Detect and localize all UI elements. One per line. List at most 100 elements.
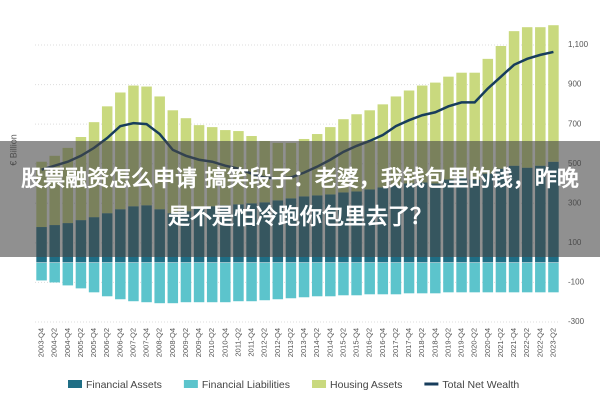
x-tick-label: 2014-Q4 — [325, 328, 334, 357]
x-tick-label: 2020-Q2 — [470, 328, 479, 357]
bar — [128, 262, 139, 302]
x-tick-label: 2013-Q2 — [286, 328, 295, 357]
x-tick-label: 2014-Q2 — [312, 328, 321, 357]
bar — [364, 262, 375, 295]
bar — [495, 45, 507, 169]
bar — [141, 262, 152, 303]
bar — [521, 262, 533, 293]
bar — [298, 262, 310, 298]
bar — [311, 262, 323, 297]
bar — [416, 262, 428, 294]
legend-label: Total Net Wealth — [442, 379, 519, 391]
bar — [272, 262, 284, 300]
bar — [377, 262, 389, 295]
legend-swatch — [183, 380, 198, 388]
overlay-banner: 股票融资怎么申请 搞笑段子：老婆，我钱包里的钱，昨晚是不是怕冷跑你包里去了？ — [0, 141, 600, 257]
bar — [390, 262, 402, 295]
x-tick-label: 2008-Q2 — [155, 328, 164, 357]
bar — [508, 262, 520, 293]
bar — [443, 76, 454, 180]
x-tick-label: 2015-Q4 — [352, 328, 361, 357]
bar — [75, 262, 87, 289]
bar — [535, 27, 546, 166]
x-tick-label: 2016-Q4 — [378, 328, 387, 357]
bar — [456, 262, 467, 293]
x-tick-label: 2016-Q2 — [365, 328, 374, 357]
bar — [88, 262, 100, 293]
bar — [416, 85, 428, 183]
x-tick-label: 2009-Q2 — [181, 328, 190, 357]
x-tick-label: 2022-Q2 — [522, 328, 531, 357]
x-tick-label: 2007-Q4 — [142, 328, 151, 357]
bar — [325, 262, 336, 297]
x-tick-label: 2021-Q4 — [509, 328, 518, 357]
x-tick-label: 2005-Q4 — [89, 328, 98, 357]
bar — [193, 262, 205, 303]
bar — [456, 72, 467, 178]
bar — [62, 262, 74, 286]
x-tick-label: 2007-Q2 — [128, 328, 137, 357]
bar — [49, 262, 60, 283]
legend-swatch — [68, 380, 82, 388]
x-tick-label: 2019-Q2 — [443, 328, 452, 357]
x-tick-label: 2010-Q2 — [207, 328, 216, 357]
legend-label: Financial Assets — [86, 379, 162, 391]
x-tick-label: 2021-Q2 — [496, 328, 505, 357]
x-tick-label: 2013-Q4 — [299, 328, 308, 357]
x-tick-label: 2008-Q4 — [168, 328, 177, 357]
bar — [482, 262, 494, 293]
bar — [180, 262, 192, 303]
legend-label: Financial Liabilities — [202, 379, 290, 391]
y-tick-label: 700 — [568, 119, 582, 128]
bar — [430, 262, 441, 294]
bar — [508, 31, 520, 166]
legend-label: Housing Assets — [330, 379, 402, 391]
x-tick-label: 2006-Q2 — [102, 328, 111, 357]
y-tick-label: 1,100 — [568, 40, 589, 49]
y-tick-label: 900 — [568, 80, 582, 89]
x-tick-label: 2012-Q2 — [260, 328, 269, 357]
bar — [482, 58, 494, 174]
x-tick-label: 2003-Q4 — [37, 328, 46, 357]
bar — [220, 262, 231, 303]
bar — [36, 262, 47, 281]
y-tick-label: -300 — [568, 317, 585, 326]
x-tick-label: 2018-Q2 — [417, 328, 426, 357]
bar — [246, 262, 257, 302]
bar — [469, 262, 480, 293]
bar — [495, 262, 507, 293]
bar — [338, 262, 349, 296]
x-tick-label: 2018-Q4 — [430, 328, 439, 357]
bar — [351, 262, 362, 296]
bar — [521, 27, 533, 168]
x-tick-label: 2012-Q4 — [273, 328, 282, 357]
bar — [115, 262, 126, 300]
x-tick-label: 2020-Q4 — [483, 328, 492, 357]
y-tick-label: -100 — [568, 278, 585, 287]
bar — [443, 262, 454, 293]
bar — [548, 262, 559, 293]
bar — [259, 262, 270, 301]
bar — [535, 262, 546, 293]
bar — [403, 262, 415, 294]
bar — [469, 72, 480, 180]
x-tick-label: 2023-Q2 — [548, 328, 557, 357]
overlay-text: 股票融资怎么申请 搞笑段子：老婆，我钱包里的钱，昨晚是不是怕冷跑你包里去了？ — [21, 167, 579, 230]
bar — [390, 96, 402, 186]
bar — [233, 262, 244, 302]
bar — [548, 25, 559, 162]
legend-swatch — [312, 380, 327, 388]
x-tick-label: 2017-Q4 — [404, 328, 413, 357]
x-tick-label: 2015-Q2 — [338, 328, 347, 357]
bar — [285, 262, 297, 299]
x-tick-label: 2005-Q2 — [76, 328, 85, 357]
x-tick-label: 2011-Q4 — [247, 328, 256, 357]
bar — [206, 262, 218, 303]
x-tick-label: 2010-Q4 — [220, 328, 229, 357]
x-tick-label: 2019-Q4 — [457, 328, 466, 357]
bar — [430, 82, 441, 184]
bar — [154, 262, 165, 304]
x-tick-label: 2004-Q2 — [50, 328, 59, 357]
bar — [101, 262, 113, 297]
